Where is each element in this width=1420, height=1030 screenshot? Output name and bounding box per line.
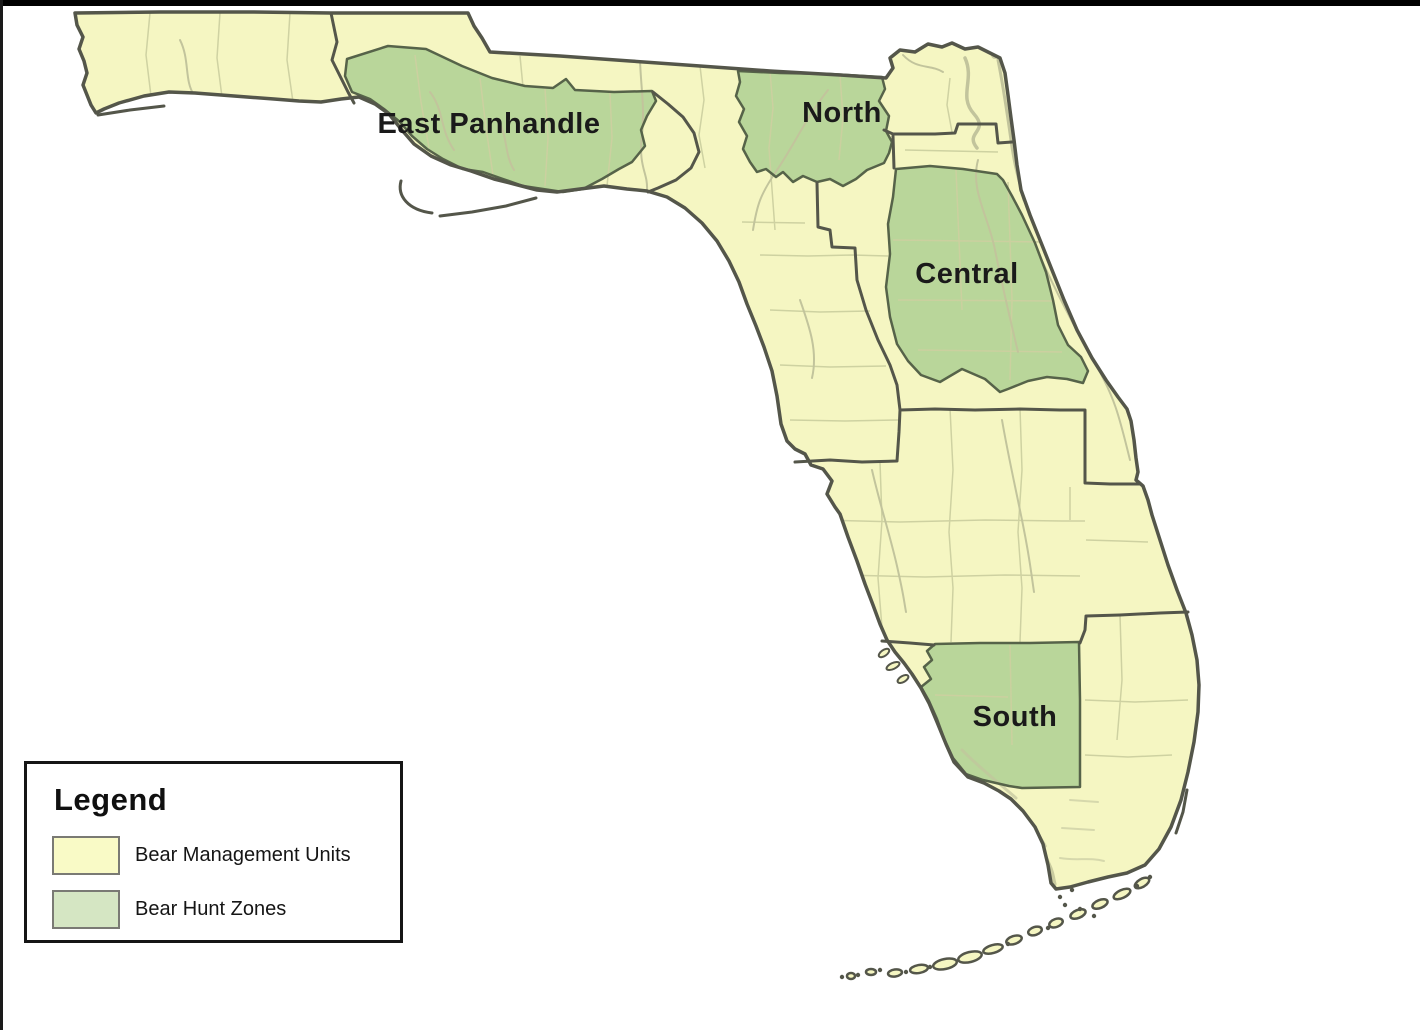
zone-labels: East Panhandle North Central South [378,97,1058,733]
bmu-boundary-lines [329,11,1190,647]
mangrove-islets [839,874,1153,980]
zone-east-panhandle [345,46,656,192]
zone-central [886,166,1088,392]
legend-swatch-bear-management-units [52,836,120,875]
zone-label-east-panhandle: East Panhandle [378,108,601,140]
legend-label-bear-management-units: Bear Management Units [135,844,351,866]
legend-title: Legend [54,782,168,817]
barrier-islands [96,104,1189,835]
legend-swatch-bear-hunt-zones [52,890,120,929]
legend-item-bear-management-units: Bear Management Units [52,836,400,875]
zone-south [921,642,1080,788]
zone-label-south: South [973,701,1058,733]
zone-label-north: North [802,97,882,129]
bear-hunt-zones [345,46,1088,788]
state-shape-outline [73,10,1201,891]
legend-box: Legend Bear Management Units Bear Hunt Z… [24,761,403,943]
county-boundary-lines [145,12,1189,758]
zone-north [736,71,892,186]
zone-label-central: Central [915,258,1018,290]
legend-label-bear-hunt-zones: Bear Hunt Zones [135,898,287,920]
letterbox-left-bar [0,0,3,1030]
legend-item-bear-hunt-zones: Bear Hunt Zones [52,890,400,929]
letterbox-top-bar [0,0,1420,6]
florida-keys [839,874,1153,981]
